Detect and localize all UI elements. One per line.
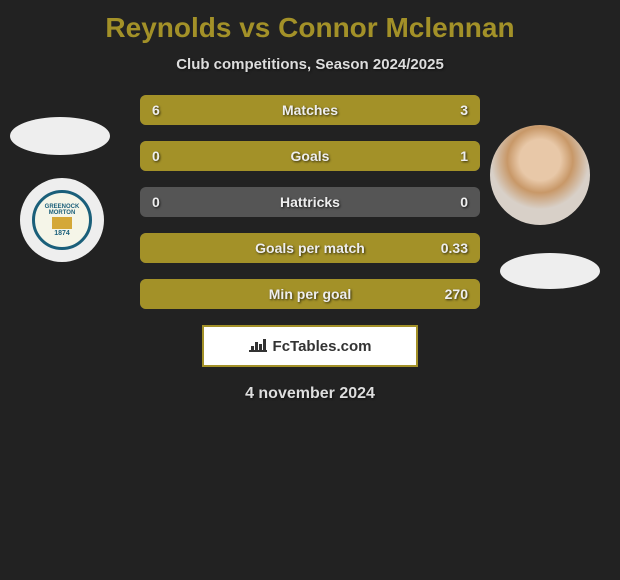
stat-label: Goals xyxy=(291,148,330,164)
stat-bar-bg: Goals per match 0.33 xyxy=(140,233,480,263)
season-subtitle: Club competitions, Season 2024/2025 xyxy=(0,56,620,73)
fctables-logo: FcTables.com xyxy=(202,325,418,367)
stat-label: Matches xyxy=(282,102,338,118)
stat-value-left: 6 xyxy=(152,102,160,118)
stat-label: Min per goal xyxy=(269,286,351,302)
comparison-title: Reynolds vs Connor Mclennan xyxy=(0,0,620,44)
comparison-date: 4 november 2024 xyxy=(0,385,620,403)
stat-row: Min per goal 270 xyxy=(0,279,620,309)
stat-row: 0 Hattricks 0 xyxy=(0,187,620,217)
stat-value-right: 0 xyxy=(460,194,468,210)
stat-value-right: 1 xyxy=(460,148,468,164)
stat-label: Hattricks xyxy=(280,194,340,210)
stats-container: 6 Matches 3 0 Goals 1 0 Hattricks 0 Goals per mat… xyxy=(0,95,620,309)
stat-row: 6 Matches 3 xyxy=(0,95,620,125)
stat-row: Goals per match 0.33 xyxy=(0,233,620,263)
stat-bar-bg: 0 Goals 1 xyxy=(140,141,480,171)
stat-bar-bg: 0 Hattricks 0 xyxy=(140,187,480,217)
stat-bar-bg: Min per goal 270 xyxy=(140,279,480,309)
stat-value-right: 3 xyxy=(460,102,468,118)
stat-label: Goals per match xyxy=(255,240,365,256)
chart-icon xyxy=(249,336,267,356)
stat-value-right: 270 xyxy=(445,286,468,302)
logo-text: FcTables.com xyxy=(273,338,372,355)
stat-value-left: 0 xyxy=(152,148,160,164)
stat-bar-bg: 6 Matches 3 xyxy=(140,95,480,125)
stat-value-right: 0.33 xyxy=(441,240,468,256)
stat-row: 0 Goals 1 xyxy=(0,141,620,171)
stat-value-left: 0 xyxy=(152,194,160,210)
